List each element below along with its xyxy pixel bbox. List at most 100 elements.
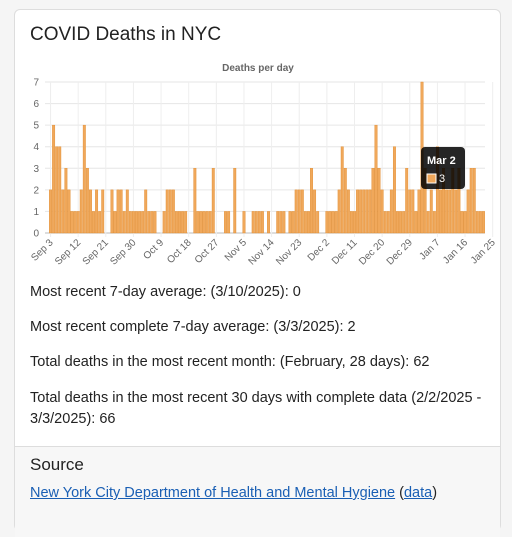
bar [316,211,318,233]
bar [62,190,64,233]
bar [430,190,432,233]
x-tick-label: Jan 16 [441,237,470,266]
y-tick-label: 6 [33,99,39,110]
bar [80,190,82,233]
bar [86,168,88,233]
y-tick-label: 7 [33,78,39,89]
bar [448,190,450,233]
bar [138,211,140,233]
bar [144,190,146,233]
bar [59,147,61,233]
x-tick-label: Jan 7 [417,237,442,262]
chart-title: Deaths per day [222,63,294,74]
x-tick-label: Nov 23 [274,237,304,267]
bar [396,211,398,233]
x-tick-label: Jan 25 [469,237,498,266]
bar [292,211,294,233]
bar [295,190,297,233]
bar [178,211,180,233]
bar [267,211,269,233]
bar [141,211,143,233]
bar [476,211,478,233]
x-tick-label: Oct 18 [165,237,194,266]
source-section: Source New York City Department of Healt… [15,446,500,537]
bar [467,190,469,233]
bar [120,190,122,233]
bar [101,190,103,233]
x-tick-label: Dec 2 [306,237,333,264]
bar [283,211,285,233]
bar [344,168,346,233]
bar [49,190,51,233]
bar [148,211,150,233]
bar [350,211,352,233]
x-tick-label: Nov 14 [247,237,277,267]
bar [175,211,177,233]
stat-30day-total: Total deaths in the most recent 30 days … [30,388,490,430]
bar [439,190,441,233]
bar [473,168,475,233]
bar [126,190,128,233]
bar [261,211,263,233]
bar [252,211,254,233]
card-title: COVID Deaths in NYC [30,24,221,46]
dohmh-link[interactable]: New York City Department of Health and M… [30,485,395,501]
stat-complete-7day-average: Most recent complete 7-day average: (3/3… [30,317,490,338]
bar [117,190,119,233]
bar [482,211,484,233]
bar [71,211,73,233]
x-tick-label: Dec 29 [385,237,415,267]
x-tick-label: Sep 12 [53,237,83,267]
bar [151,211,153,233]
bar [184,211,186,233]
y-tick-label: 2 [33,185,39,196]
bar [307,211,309,233]
bar [464,211,466,233]
bar [114,211,116,233]
bar [206,211,208,233]
bar [258,211,260,233]
bar [353,211,355,233]
bar [409,190,411,233]
bar [412,190,414,233]
bar [135,211,137,233]
bar [111,190,113,233]
bar [347,190,349,233]
bar [341,147,343,233]
bar [378,168,380,233]
bar [181,211,183,233]
source-links: New York City Department of Health and M… [30,485,437,501]
bar [129,211,131,233]
bar [338,190,340,233]
paren-close: ) [432,485,437,501]
y-tick-label: 1 [33,207,39,218]
y-tick-label: 0 [33,229,39,240]
bar [77,211,79,233]
bar [169,190,171,233]
source-heading: Source [30,455,84,475]
bar [387,211,389,233]
bar [310,168,312,233]
bar [289,211,291,233]
bar [123,211,125,233]
bar [455,190,457,233]
y-tick-label: 5 [33,121,39,132]
bar [402,211,404,233]
bar [304,211,306,233]
bar [399,211,401,233]
bar [200,211,202,233]
bar [277,211,279,233]
bar [332,211,334,233]
y-tick-label: 4 [33,142,39,153]
data-link[interactable]: data [404,485,432,501]
bar [381,190,383,233]
x-tick-label: Sep 21 [81,237,111,267]
tooltip-swatch [427,174,436,183]
bar [68,190,70,233]
bar [209,211,211,233]
bar [172,190,174,233]
bar [301,190,303,233]
